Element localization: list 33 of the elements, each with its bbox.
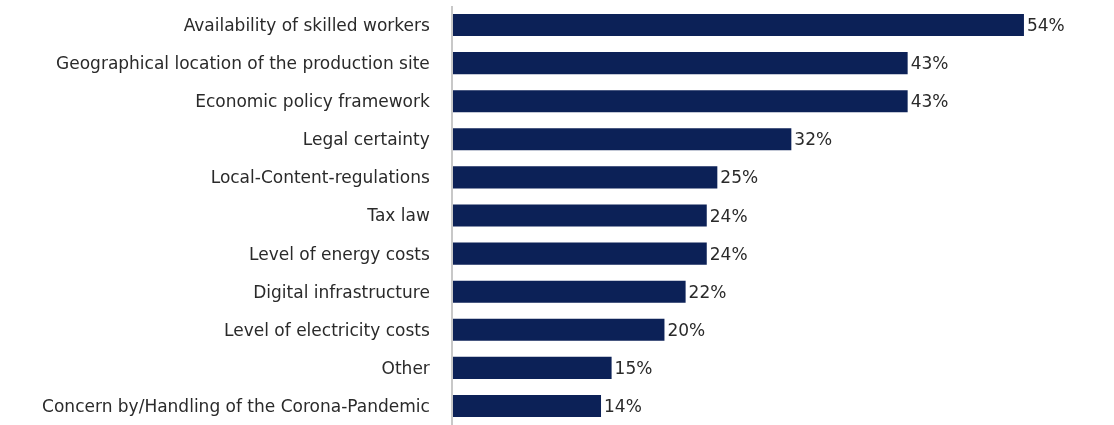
y-tick-label: Availability of skilled workers <box>183 15 430 35</box>
bar <box>453 52 908 75</box>
data-label: 25% <box>720 167 759 188</box>
y-tick-label: Level of energy costs <box>249 243 430 264</box>
data-label: 22% <box>688 281 727 302</box>
bar <box>453 204 707 227</box>
bar <box>453 90 908 113</box>
y-tick-label: Digital infrastructure <box>253 281 430 302</box>
y-tick-label: Other <box>381 357 430 378</box>
y-tick-label: Economic policy framework <box>195 91 430 112</box>
bar <box>453 14 1024 37</box>
y-tick-label: Tax law <box>366 205 430 226</box>
bar <box>453 128 792 151</box>
data-label: 24% <box>709 243 748 264</box>
bar <box>453 394 602 417</box>
y-tick-label: Local-Content-regulations <box>210 167 430 188</box>
data-label: 24% <box>709 205 748 226</box>
bar <box>453 166 718 189</box>
data-label: 54% <box>1026 15 1065 36</box>
y-tick-label: Level of electricity costs <box>224 319 430 340</box>
y-tick-label: Legal certainty <box>302 129 430 150</box>
bar <box>453 318 665 341</box>
data-label: 43% <box>910 53 949 74</box>
data-label: 20% <box>667 319 706 340</box>
data-label: 43% <box>910 91 949 112</box>
data-label: 32% <box>794 129 833 150</box>
bar <box>453 242 707 265</box>
bar <box>453 356 612 379</box>
data-label: 14% <box>604 395 642 416</box>
y-tick-label: Concern by/Handling of the Corona-Pandemic <box>42 395 430 416</box>
data-label: 15% <box>614 357 653 378</box>
bar <box>453 280 686 303</box>
y-tick-label: Geographical location of the production site <box>56 53 430 74</box>
